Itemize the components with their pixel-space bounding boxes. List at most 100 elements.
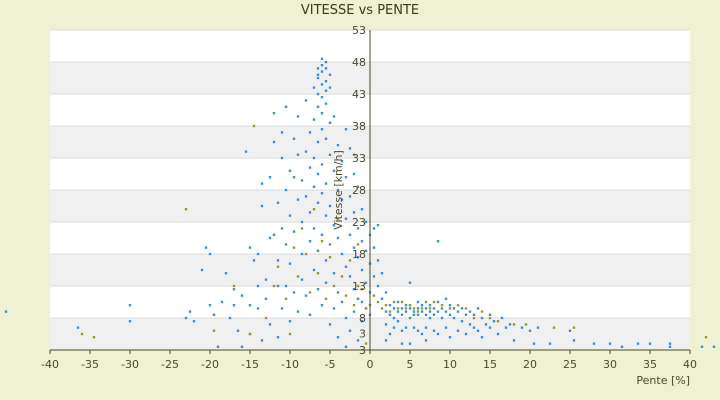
data-point <box>436 310 440 313</box>
data-point <box>424 307 428 310</box>
data-point <box>376 259 380 262</box>
data-point <box>412 326 416 329</box>
data-point <box>312 156 316 160</box>
data-point <box>288 332 292 336</box>
data-point <box>252 124 256 128</box>
data-point <box>712 345 716 348</box>
data-point <box>392 316 396 320</box>
data-point <box>348 233 352 236</box>
data-point <box>436 332 440 336</box>
data-point <box>568 329 572 332</box>
data-point <box>504 326 508 329</box>
data-point <box>188 310 192 313</box>
data-point <box>128 320 132 323</box>
data-point <box>376 284 380 288</box>
data-point <box>668 342 672 345</box>
data-point <box>424 339 428 342</box>
data-point <box>360 268 364 272</box>
data-point <box>392 326 396 329</box>
data-point <box>288 262 292 265</box>
data-point <box>344 265 348 268</box>
data-point <box>400 313 404 316</box>
data-point <box>264 297 268 300</box>
data-point <box>432 329 436 332</box>
data-point <box>312 227 316 230</box>
data-point <box>340 300 344 304</box>
data-point <box>292 137 296 140</box>
data-point <box>324 297 328 300</box>
data-point <box>412 310 416 313</box>
y-tick-label: 23 <box>352 216 366 229</box>
y-tick-label: 13 <box>352 280 366 293</box>
x-tick-label: -5 <box>325 358 336 371</box>
data-point <box>356 256 360 259</box>
data-point <box>320 112 324 115</box>
data-point <box>304 294 308 297</box>
data-point <box>276 284 280 288</box>
data-point <box>488 313 492 316</box>
data-point <box>384 304 388 307</box>
data-point <box>392 300 396 304</box>
data-point <box>468 310 472 313</box>
data-point <box>344 294 348 297</box>
data-point <box>420 310 424 313</box>
x-tick-label: 10 <box>443 358 457 371</box>
data-point <box>420 332 424 336</box>
data-point <box>592 342 596 345</box>
data-point <box>184 316 188 320</box>
data-point <box>332 284 336 288</box>
data-point <box>296 198 300 201</box>
x-tick-label: 40 <box>683 358 697 371</box>
data-point <box>364 307 368 310</box>
data-point <box>400 307 404 310</box>
data-point <box>456 310 460 313</box>
data-point <box>324 89 328 92</box>
data-point <box>284 105 288 108</box>
data-point <box>408 304 412 307</box>
data-point <box>320 70 324 73</box>
data-point <box>388 313 392 316</box>
data-point <box>472 326 476 329</box>
data-point <box>416 329 420 332</box>
y-tick-label: 18 <box>352 248 366 261</box>
data-point <box>356 339 360 342</box>
data-point <box>340 160 344 163</box>
data-point <box>352 304 356 307</box>
data-point <box>256 307 260 310</box>
data-point <box>404 307 408 310</box>
data-point <box>428 304 432 307</box>
data-point <box>324 80 328 83</box>
data-point <box>408 281 412 284</box>
data-point <box>208 304 212 307</box>
data-point <box>512 323 516 326</box>
data-point <box>432 307 436 310</box>
y-tick-label: 8 <box>359 312 366 325</box>
data-point <box>344 128 348 131</box>
x-tick-label: -10 <box>281 358 299 371</box>
data-point <box>320 192 324 195</box>
y-tick-label: 28 <box>352 184 366 197</box>
data-point <box>208 252 212 256</box>
data-point <box>472 313 476 316</box>
data-point <box>316 92 320 96</box>
data-point <box>284 297 288 300</box>
data-point <box>380 297 384 300</box>
data-point <box>456 304 460 307</box>
data-point <box>400 329 404 332</box>
data-point <box>352 153 356 156</box>
data-point <box>324 137 328 140</box>
data-point <box>352 246 356 249</box>
data-point <box>332 307 336 310</box>
data-point <box>304 150 308 153</box>
data-point <box>272 233 276 236</box>
data-point <box>324 214 328 217</box>
data-point <box>384 310 388 313</box>
data-point <box>272 112 276 115</box>
data-point <box>436 240 440 243</box>
data-point <box>536 326 540 329</box>
data-point <box>336 336 340 339</box>
data-point <box>280 156 284 160</box>
data-point <box>340 275 344 278</box>
